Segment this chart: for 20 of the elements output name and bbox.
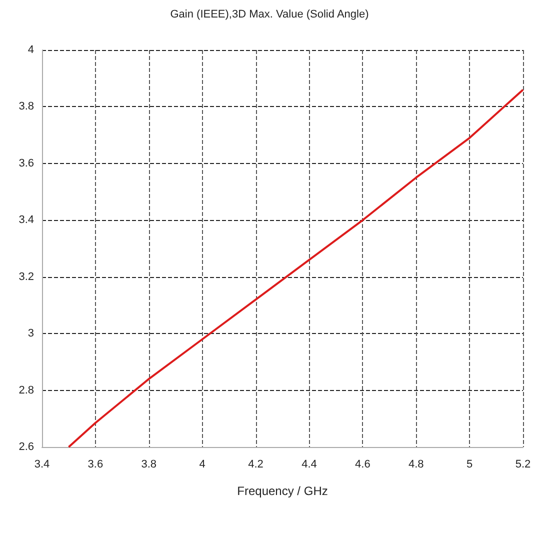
x-tick-label: 3.8 xyxy=(141,458,157,470)
chart-title: Gain (IEEE),3D Max. Value (Solid Angle) xyxy=(170,8,369,20)
x-tick-label: 5.2 xyxy=(515,458,531,470)
y-tick-label: 2.8 xyxy=(18,384,34,396)
x-tick-label: 4.4 xyxy=(302,458,317,470)
y-tick-label: 3.2 xyxy=(18,270,34,283)
x-tick-label: 3.6 xyxy=(88,458,104,470)
y-tick-label: 3 xyxy=(28,328,34,340)
x-tick-label: 4.8 xyxy=(408,458,424,470)
x-axis-title: Frequency / GHz xyxy=(237,484,328,498)
y-tick-label: 3.8 xyxy=(18,100,34,113)
x-tick-label: 4 xyxy=(199,458,206,470)
line-series xyxy=(68,88,524,448)
y-tick-label: 4 xyxy=(28,44,34,56)
y-tick-label: 2.6 xyxy=(18,441,34,453)
y-tick-label: 3.4 xyxy=(18,214,34,226)
x-tick-label: 4.2 xyxy=(248,458,264,470)
x-tick-label: 4.6 xyxy=(355,458,370,470)
x-tick-label: 5 xyxy=(466,458,473,470)
y-tick-label: 3.6 xyxy=(18,157,34,170)
